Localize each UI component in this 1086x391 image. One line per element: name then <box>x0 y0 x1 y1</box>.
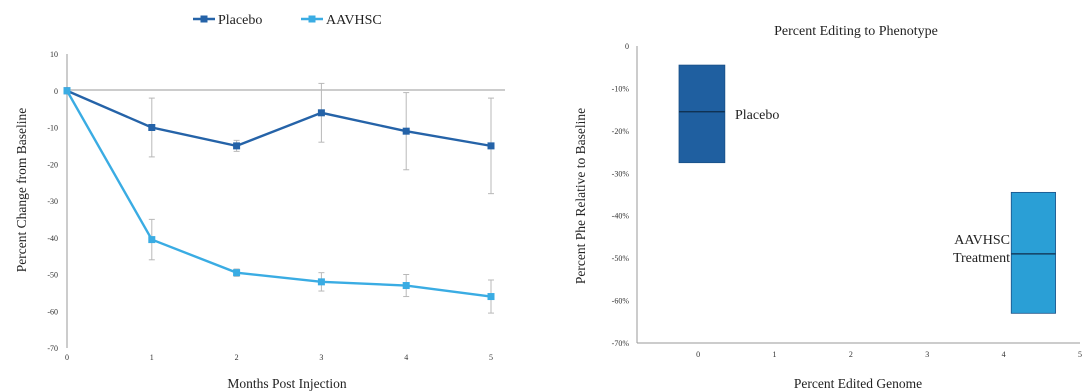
series-line-placebo <box>66 89 492 148</box>
right-y-tick-label: -60% <box>612 297 630 306</box>
left-y-tick-label: -30 <box>47 197 58 206</box>
left-y-tick-label: -60 <box>47 307 58 316</box>
right-y-tick-label: -40% <box>612 212 630 221</box>
left-x-tick-label: 4 <box>404 353 408 362</box>
data-point-aavhsc <box>233 269 241 277</box>
right-y-tick-label: -50% <box>612 254 630 263</box>
left-y-tick-label: -20 <box>47 160 58 169</box>
left-y-tick-label: -40 <box>47 234 58 243</box>
legend-label: AAVHSC <box>326 13 382 28</box>
left-y-tick-label: -50 <box>47 271 58 280</box>
right-x-tick-label: 1 <box>772 350 776 359</box>
box-0 <box>678 64 726 164</box>
right-x-tick-label: 4 <box>1002 350 1006 359</box>
series-line-aavhsc <box>65 90 492 298</box>
right-y-tick-label: 0 <box>625 42 629 51</box>
left-x-tick-label: 1 <box>150 353 154 362</box>
right-x-ticks: 0 1 2 3 4 5 <box>696 350 1082 359</box>
right-x-tick-label: 5 <box>1078 350 1082 359</box>
data-point-placebo <box>487 142 495 150</box>
data-point-placebo <box>233 142 241 150</box>
left-x-tick-label: 2 <box>235 353 239 362</box>
left-x-tick-label: 3 <box>319 353 323 362</box>
data-point-placebo <box>317 109 325 117</box>
right-y-tick-label: -30% <box>612 169 630 178</box>
left-series <box>63 82 495 314</box>
data-point-aavhsc <box>63 87 71 95</box>
right-y-ticks: 0 -10% -20% -30% -40% -50% -60% -70% <box>612 42 630 348</box>
right-boxes <box>678 64 1056 314</box>
right-y-axis-title: Percent Phe Relative to Baseline <box>573 108 588 284</box>
data-point-aavhsc <box>148 236 156 244</box>
right-y-tick-label: -10% <box>612 84 630 93</box>
left-y-tick-label: 0 <box>54 87 58 96</box>
data-point-aavhsc <box>402 282 410 290</box>
box-label-aavhsc-line1: AAVHSC <box>954 233 1010 248</box>
legend: Placebo AAVHSC <box>193 13 382 28</box>
box-label-placebo: Placebo <box>735 108 779 123</box>
right-x-axis-title: Percent Edited Genome <box>794 376 922 391</box>
right-chart-title: Percent Editing to Phenotype <box>774 24 938 39</box>
left-y-tick-label: 10 <box>50 50 58 59</box>
right-y-tick-label: -20% <box>612 127 630 136</box>
data-point-placebo <box>148 124 156 131</box>
box-1 <box>1010 191 1056 314</box>
left-y-tick-label: -10 <box>47 124 58 133</box>
right-x-tick-label: 3 <box>925 350 929 359</box>
legend-marker <box>200 15 208 23</box>
right-x-tick-label: 2 <box>849 350 853 359</box>
left-y-tick-label: -70 <box>47 344 58 353</box>
right-chart: Percent Editing to Phenotype Percent Phe… <box>573 24 1082 391</box>
box-label-aavhsc-line2: Treatment <box>953 251 1010 266</box>
data-point-aavhsc <box>317 278 325 286</box>
data-point-placebo <box>402 127 410 135</box>
legend-marker <box>308 15 316 23</box>
right-x-tick-label: 0 <box>696 350 700 359</box>
left-chart: Percent Change from Baseline Months Post… <box>14 13 505 391</box>
left-x-axis-title: Months Post Injection <box>227 376 347 391</box>
legend-label: Placebo <box>218 13 262 28</box>
right-y-tick-label: -70% <box>612 339 630 348</box>
left-y-ticks: 10 0 -10 -20 -30 -40 -50 -60 -70 <box>47 50 58 353</box>
left-x-ticks: 0 1 2 3 4 5 <box>65 353 493 362</box>
left-y-axis-title: Percent Change from Baseline <box>14 108 29 273</box>
data-point-aavhsc <box>487 293 495 301</box>
left-x-tick-label: 0 <box>65 353 69 362</box>
left-x-tick-label: 5 <box>489 353 493 362</box>
